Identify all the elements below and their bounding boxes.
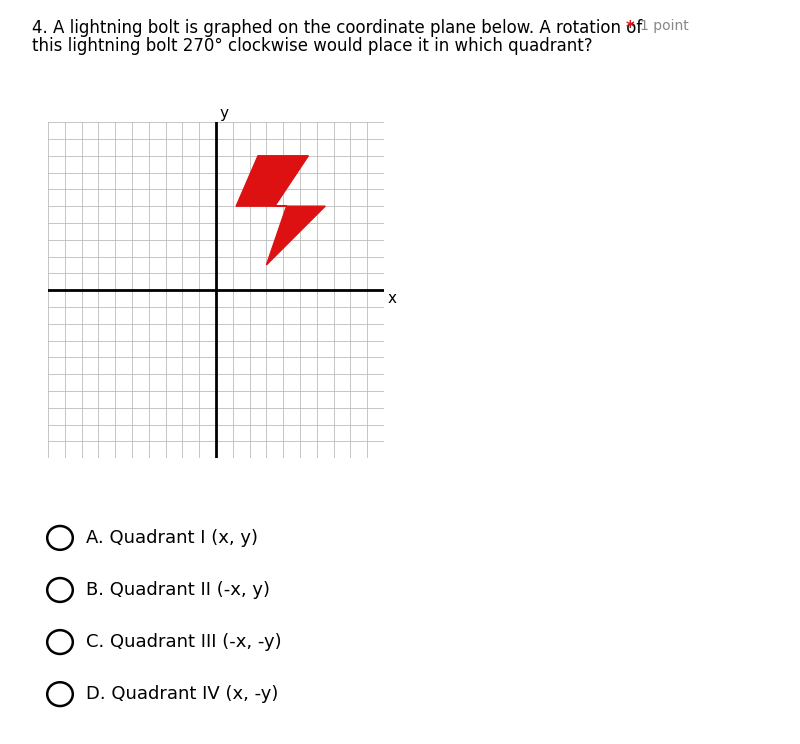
Text: D. Quadrant IV (x, -y): D. Quadrant IV (x, -y) — [86, 685, 278, 703]
Text: y: y — [220, 106, 229, 121]
Text: *: * — [626, 19, 634, 36]
Text: 4. A lightning bolt is graphed on the coordinate plane below. A rotation of: 4. A lightning bolt is graphed on the co… — [32, 19, 642, 36]
Polygon shape — [236, 155, 325, 265]
Text: C. Quadrant III (-x, -y): C. Quadrant III (-x, -y) — [86, 633, 282, 651]
Text: A. Quadrant I (x, y): A. Quadrant I (x, y) — [86, 529, 258, 547]
Text: this lightning bolt 270° clockwise would place it in which quadrant?: this lightning bolt 270° clockwise would… — [32, 37, 593, 55]
Text: x: x — [388, 291, 397, 306]
Text: 1 point: 1 point — [640, 19, 689, 33]
Text: B. Quadrant II (-x, y): B. Quadrant II (-x, y) — [86, 581, 270, 599]
